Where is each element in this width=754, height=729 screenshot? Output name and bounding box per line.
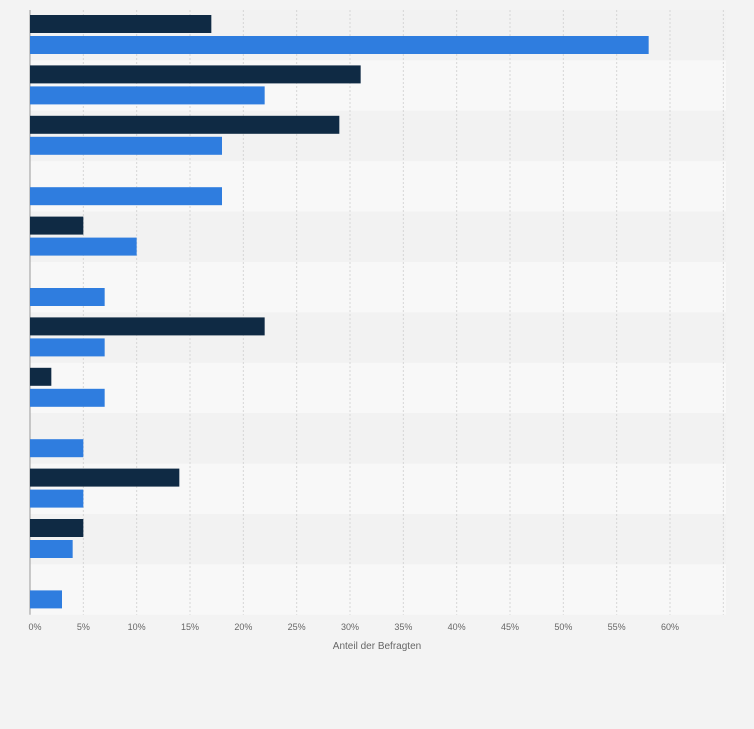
bar [30,367,52,386]
x-tick-label: 15% [181,622,199,632]
x-tick-label: 40% [448,622,466,632]
bar [30,288,105,306]
x-tick-label: 10% [128,622,146,632]
x-axis-title: Anteil der Befragten [333,641,421,652]
bar [30,519,84,537]
bar [30,338,105,357]
bar [30,136,222,155]
bar [30,115,340,134]
gridlines [29,10,724,615]
row-bands [30,10,726,615]
bars [30,15,649,609]
bar [30,590,62,609]
row-band [30,362,726,414]
bar [30,15,212,33]
bar [30,439,84,458]
row-band [30,514,726,565]
bar [30,187,222,206]
x-tick-label: 30% [341,622,359,632]
bar [30,540,73,558]
bar [30,388,105,407]
bar [30,36,649,54]
x-tick-labels: 0% 5% 10% 15% 20% 25% 30% 35% 40% 45% 50% 55% 60% [28,622,679,632]
bar [30,317,265,336]
row-band [30,564,726,615]
x-tick-label: 25% [288,622,306,632]
x-tick-label: 0% [28,622,41,632]
row-band [30,413,726,464]
x-tick-label: 60% [661,622,679,632]
bar [30,65,361,84]
row-band [30,211,726,262]
x-tick-label: 5% [77,622,90,632]
row-band [30,262,726,313]
x-tick-label: 45% [501,622,519,632]
bar [30,216,84,235]
bar [30,86,265,105]
bar [30,468,180,487]
bar [30,237,137,256]
x-tick-label: 35% [394,622,412,632]
bar [30,489,84,508]
x-tick-label: 55% [608,622,626,632]
x-tick-label: 50% [554,622,572,632]
x-tick-label: 20% [234,622,252,632]
